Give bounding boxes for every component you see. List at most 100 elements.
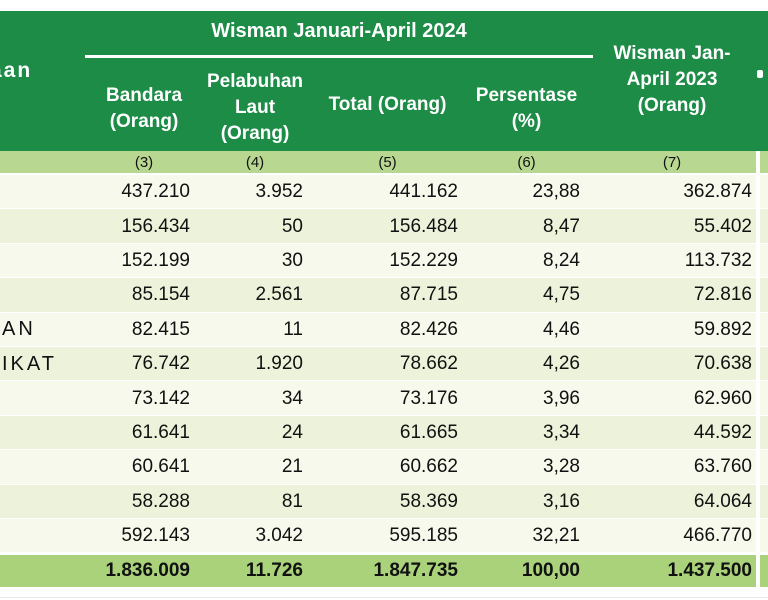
column-gutter — [756, 151, 760, 173]
next-column-sliver — [760, 555, 768, 587]
column-gutter — [756, 484, 760, 519]
next-column-sliver — [760, 381, 768, 415]
next-column-sliver — [760, 278, 768, 312]
cell-pelabuhan: 3.042 — [255, 525, 303, 547]
cell-bandara: 60.641 — [131, 456, 190, 478]
cell-wisman-2023: 72.816 — [693, 284, 752, 306]
cell-bandara: 82.415 — [131, 318, 190, 340]
cell-wisman-2023: 59.892 — [693, 318, 752, 340]
next-column-sliver — [760, 485, 768, 519]
cell-persentase: 8,47 — [543, 215, 580, 237]
cell-persentase: 32,21 — [532, 525, 580, 547]
row-label-fragment — [0, 519, 88, 553]
cell-bandara: 76.742 — [131, 353, 190, 375]
next-column-sliver — [760, 519, 768, 553]
total-pelabuhan: 11.726 — [245, 560, 303, 582]
cell-total: 58.369 — [399, 490, 458, 512]
cell-total: 82.426 — [399, 318, 458, 340]
next-column-sliver — [760, 313, 768, 347]
cell-persentase: 3,16 — [543, 490, 580, 512]
column-gutter — [756, 450, 760, 485]
table-row: 85.154 2.561 87.715 4,75 72.816 — [0, 278, 768, 313]
column-header-line: Laut — [234, 97, 276, 118]
table-row: 58.288 81 58.369 3,16 64.064 — [0, 484, 768, 519]
table-row: 61.641 24 61.665 3,34 44.592 — [0, 415, 768, 451]
next-column-sliver — [760, 151, 768, 173]
column-header-line: Bandara — [105, 85, 183, 106]
group-header-2024: Wisman Januari-April 2024 — [211, 20, 467, 42]
table-row: 152.199 30 152.229 8,24 113.732 — [0, 243, 768, 279]
cell-wisman-2023: 55.402 — [693, 215, 752, 237]
column-header-line: Wisman Jan- — [613, 43, 731, 64]
cell-wisman-2023: 62.960 — [693, 387, 752, 409]
index-cell: (7) — [662, 153, 682, 171]
cell-pelabuhan: 2.561 — [255, 284, 303, 306]
total-persentase: 100,00 — [521, 560, 580, 582]
column-header-line: (Orang) — [109, 111, 179, 132]
table-body: (3) (4) (5) (6) (7) 437.210 3.952 441.16… — [0, 151, 768, 588]
cell-wisman-2023: 70.638 — [693, 353, 752, 375]
cell-total: 61.665 — [399, 421, 458, 443]
column-header-persentase: Persentase (%) — [465, 83, 588, 135]
index-cell: (4) — [245, 153, 265, 171]
cell-total: 73.176 — [399, 387, 458, 409]
cell-persentase: 4,75 — [543, 284, 580, 306]
column-header-line: Persentase — [475, 85, 578, 106]
cell-pelabuhan: 21 — [281, 456, 303, 478]
cell-total: 78.662 — [399, 353, 458, 375]
cell-bandara: 156.434 — [121, 215, 190, 237]
index-cell: (3) — [134, 153, 154, 171]
column-header-bandara: Bandara (Orang) — [88, 83, 200, 135]
cell-pelabuhan: 24 — [281, 421, 303, 443]
next-column-sliver — [760, 450, 768, 484]
column-header-wisman-2023: Wisman Jan- April 2023 (Orang) — [588, 41, 756, 119]
column-header-pelabuhan-laut: Pelabuhan Laut (Orang) — [200, 69, 310, 147]
group-header-underline — [85, 55, 593, 58]
column-header-line: (%) — [511, 111, 542, 132]
cell-persentase: 3,34 — [543, 421, 580, 443]
column-gutter — [756, 209, 760, 244]
cell-wisman-2023: 44.592 — [693, 421, 752, 443]
cell-total: 60.662 — [399, 456, 458, 478]
cell-wisman-2023: 466.770 — [683, 525, 752, 547]
cell-total: 441.162 — [389, 181, 458, 203]
next-column-header-fragment — [757, 70, 763, 78]
row-label-fragment — [0, 278, 88, 312]
cell-pelabuhan: 3.952 — [255, 181, 303, 203]
column-header-line: (Orang) — [637, 95, 707, 116]
next-column-sliver — [760, 416, 768, 450]
table-row: AN 82.415 11 82.426 4,46 59.892 — [0, 312, 768, 347]
cell-bandara: 437.210 — [121, 181, 190, 203]
column-gutter — [756, 175, 760, 210]
column-header-total: Total (Orang) — [328, 94, 447, 115]
index-cell: (6) — [517, 153, 536, 171]
table-total-row: 1.836.009 11.726 1.847.735 100,00 1.437.… — [0, 553, 768, 588]
column-gutter — [756, 346, 760, 382]
cell-wisman-2023: 362.874 — [683, 181, 752, 203]
next-column-sliver — [760, 175, 768, 209]
cell-persentase: 8,24 — [543, 249, 580, 271]
table-row: IKAT 76.742 1.920 78.662 4,26 70.638 — [0, 346, 768, 382]
next-column-sliver — [760, 244, 768, 278]
table-row: 156.434 50 156.484 8,47 55.402 — [0, 209, 768, 244]
cell-persentase: 4,46 — [543, 318, 580, 340]
cell-bandara: 73.142 — [131, 387, 190, 409]
column-gutter — [756, 381, 760, 416]
row-label-fragment — [0, 416, 88, 450]
table-row: 73.142 34 73.176 3,96 62.960 — [0, 381, 768, 416]
cell-total: 595.185 — [389, 525, 458, 547]
row-label-fragment — [0, 450, 88, 484]
nationality-column-header-fragment: aan — [0, 59, 33, 82]
column-gutter — [756, 278, 760, 313]
cell-pelabuhan: 81 — [281, 490, 303, 512]
table-row: 592.143 3.042 595.185 32,21 466.770 — [0, 518, 768, 554]
cell-bandara: 592.143 — [121, 525, 190, 547]
column-gutter — [756, 243, 760, 279]
cell-wisman-2023: 113.732 — [684, 249, 752, 271]
row-label-fragment — [0, 485, 88, 519]
table-row: 437.210 3.952 441.162 23,88 362.874 — [0, 175, 768, 210]
table-row: 60.641 21 60.662 3,28 63.760 — [0, 450, 768, 485]
cell-wisman-2023: 64.064 — [693, 490, 752, 512]
index-cell: (5) — [378, 153, 397, 171]
